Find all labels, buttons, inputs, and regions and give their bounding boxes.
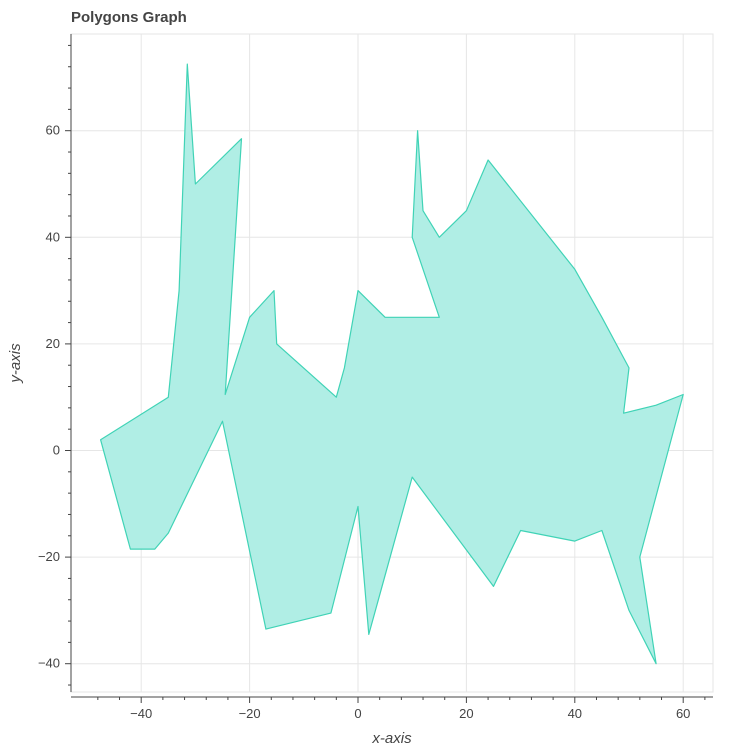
x-tick-label: −20	[239, 706, 261, 721]
x-axis-label: x-axis	[371, 730, 412, 747]
x-tick-label: 40	[568, 706, 582, 721]
x-tick-label: −40	[130, 706, 152, 721]
gridlines	[71, 34, 713, 692]
y-tick-label: 40	[46, 229, 60, 244]
y-tick-label: −20	[38, 549, 60, 564]
polygon-series[interactable]	[99, 63, 684, 665]
x-tick-label: 60	[676, 706, 690, 721]
y-axis-label: y-axis	[7, 343, 24, 384]
data-layer	[99, 63, 684, 665]
axes	[70, 34, 713, 698]
x-tick-label: 0	[354, 706, 361, 721]
y-tick-label: 0	[53, 443, 60, 458]
chart-title: Polygons Graph	[71, 9, 187, 26]
ticks: −40 −20 0 20 40 60 −40 −20 0 20 40 60	[38, 44, 706, 721]
y-tick-label: 20	[46, 336, 60, 351]
x-tick-label: 20	[459, 706, 473, 721]
y-tick-label: 60	[46, 123, 60, 138]
y-tick-label: −40	[38, 656, 60, 671]
